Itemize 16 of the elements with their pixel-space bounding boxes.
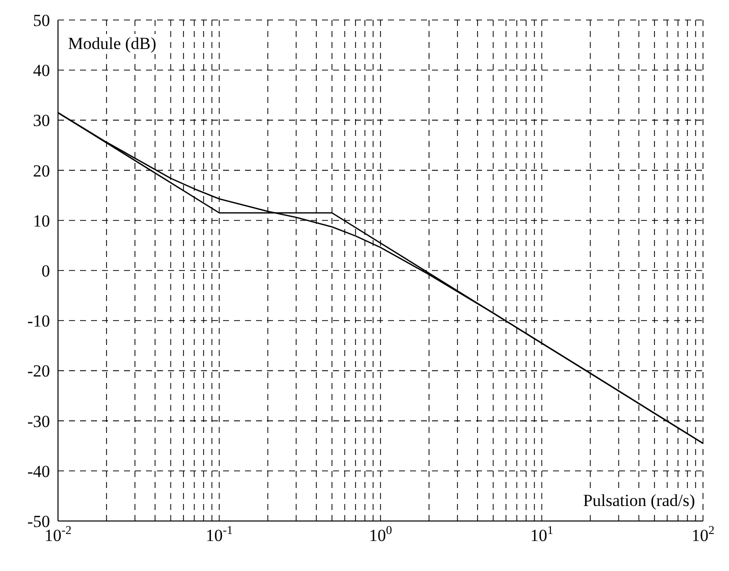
y-tick-label: 0: [42, 262, 50, 280]
y-tick-label: 10: [33, 211, 50, 230]
y-tick-label: -30: [27, 412, 50, 431]
y-tick-label: 20: [33, 161, 50, 180]
y-tick-label: -20: [27, 362, 50, 381]
y-tick-label: 40: [33, 61, 50, 80]
y-tick-label: -40: [27, 462, 50, 481]
y-tick-label: 30: [33, 111, 50, 130]
x-tick-label: 10$^{-1}$: [206, 523, 233, 545]
y-axis-title: Module (dB): [66, 34, 158, 54]
y-tick-label: -10: [27, 312, 50, 331]
y-tick-label: 50: [33, 11, 50, 30]
x-tick-label: 10$^{1}$: [530, 523, 554, 545]
x-axis-title: Pulsation (rad/s): [581, 491, 697, 511]
x-tick-label: 10$^{0}$: [369, 523, 392, 545]
x-tick-label: 10$^{2}$: [692, 523, 714, 545]
